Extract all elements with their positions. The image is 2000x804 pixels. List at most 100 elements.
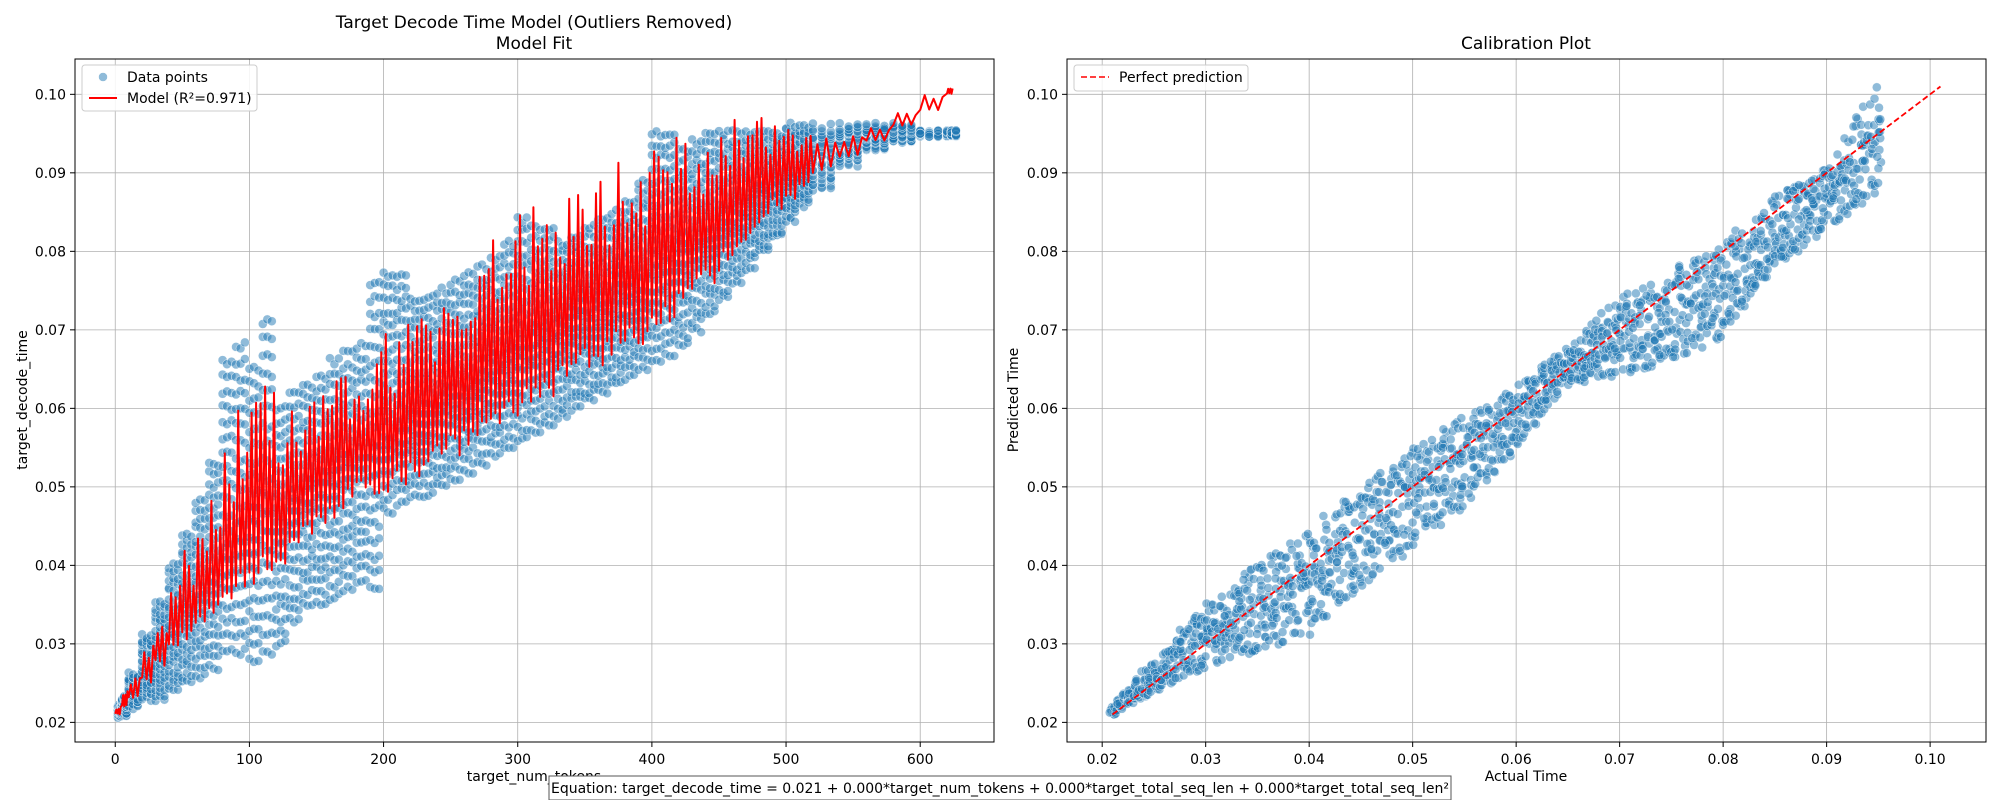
data-point bbox=[1197, 661, 1206, 670]
data-point bbox=[1392, 471, 1401, 480]
data-point bbox=[1393, 510, 1402, 519]
data-point bbox=[375, 551, 384, 560]
data-point bbox=[916, 129, 925, 138]
data-point bbox=[1259, 566, 1268, 575]
data-point bbox=[1288, 590, 1297, 599]
data-point bbox=[1642, 291, 1651, 300]
data-point bbox=[1530, 419, 1539, 428]
data-point bbox=[1319, 512, 1328, 521]
y-tick-label: 0.06 bbox=[35, 401, 66, 417]
data-point bbox=[871, 119, 880, 128]
data-point bbox=[1341, 497, 1350, 506]
data-point bbox=[1623, 289, 1632, 298]
y-tick-label: 0.04 bbox=[35, 558, 66, 574]
data-point bbox=[826, 120, 835, 129]
legend-label-model: Model (R²=0.971) bbox=[127, 91, 252, 107]
data-point bbox=[1700, 309, 1709, 318]
data-point bbox=[1303, 529, 1312, 538]
data-point bbox=[267, 334, 276, 343]
y-tick-label: 0.03 bbox=[35, 637, 66, 653]
data-point bbox=[375, 584, 384, 593]
data-point bbox=[1246, 618, 1255, 627]
data-point bbox=[1553, 387, 1562, 396]
x-tick-label: 200 bbox=[370, 752, 397, 768]
data-point bbox=[1708, 314, 1717, 323]
data-point bbox=[240, 420, 249, 429]
data-point bbox=[1281, 553, 1290, 562]
data-point bbox=[267, 372, 276, 381]
data-point bbox=[536, 428, 545, 437]
data-point bbox=[214, 623, 223, 632]
data-point bbox=[1482, 476, 1491, 485]
data-point bbox=[1348, 551, 1357, 560]
data-point bbox=[1217, 592, 1226, 601]
data-point bbox=[1698, 343, 1707, 352]
data-point bbox=[1380, 538, 1389, 547]
data-point bbox=[1412, 508, 1421, 517]
data-point bbox=[1235, 597, 1244, 606]
legend-marker-data-points bbox=[99, 73, 108, 82]
data-point bbox=[1388, 554, 1397, 563]
data-point bbox=[817, 124, 826, 133]
data-point bbox=[1458, 482, 1467, 491]
data-point bbox=[375, 522, 384, 531]
data-point bbox=[1217, 655, 1226, 664]
calibration-data-points bbox=[1105, 83, 1885, 719]
x-tick-label: 100 bbox=[236, 752, 263, 768]
data-point bbox=[1645, 312, 1654, 321]
data-point bbox=[401, 271, 410, 280]
data-point bbox=[1635, 319, 1644, 328]
data-point bbox=[1670, 308, 1679, 317]
data-point bbox=[267, 317, 276, 326]
data-point bbox=[1646, 280, 1655, 289]
data-point bbox=[281, 629, 290, 638]
data-point bbox=[1271, 574, 1280, 583]
data-point bbox=[1402, 460, 1411, 469]
data-point bbox=[1501, 419, 1510, 428]
data-point bbox=[1312, 544, 1321, 553]
data-point bbox=[1439, 425, 1448, 434]
data-point bbox=[254, 639, 263, 648]
data-point bbox=[1622, 302, 1631, 311]
data-point bbox=[469, 469, 478, 478]
y-tick-label: 0.07 bbox=[35, 323, 66, 339]
data-point bbox=[1190, 641, 1199, 650]
data-point bbox=[1201, 652, 1210, 661]
data-point bbox=[1720, 291, 1729, 300]
x-tick-label: 300 bbox=[504, 752, 531, 768]
data-point bbox=[1409, 540, 1418, 549]
data-point bbox=[1220, 612, 1229, 621]
legend-label-data-points: Data points bbox=[127, 70, 208, 86]
data-point bbox=[1176, 637, 1185, 646]
data-point bbox=[1521, 420, 1530, 429]
data-point bbox=[1253, 630, 1262, 639]
data-point bbox=[375, 534, 384, 543]
data-point bbox=[1377, 477, 1386, 486]
data-point bbox=[1279, 638, 1288, 647]
data-point bbox=[254, 657, 263, 666]
data-point bbox=[1429, 499, 1438, 508]
data-point bbox=[1668, 325, 1677, 334]
data-point bbox=[1490, 467, 1499, 476]
data-point bbox=[1686, 299, 1695, 308]
data-point bbox=[401, 284, 410, 293]
data-point bbox=[1411, 528, 1420, 537]
data-point bbox=[1428, 436, 1437, 445]
data-point bbox=[1484, 405, 1493, 414]
data-point bbox=[764, 242, 773, 251]
data-point bbox=[294, 615, 303, 624]
data-point bbox=[1293, 539, 1302, 548]
data-point bbox=[1458, 502, 1467, 511]
model-fit-subtitle: Model Fit bbox=[496, 34, 573, 54]
data-point bbox=[1306, 630, 1315, 639]
data-point bbox=[808, 119, 817, 128]
data-point bbox=[697, 328, 706, 337]
data-point bbox=[1688, 334, 1697, 343]
data-point bbox=[835, 119, 844, 128]
data-point bbox=[1722, 260, 1731, 269]
data-point bbox=[1438, 508, 1447, 517]
data-point bbox=[844, 122, 853, 131]
data-point bbox=[1132, 676, 1141, 685]
